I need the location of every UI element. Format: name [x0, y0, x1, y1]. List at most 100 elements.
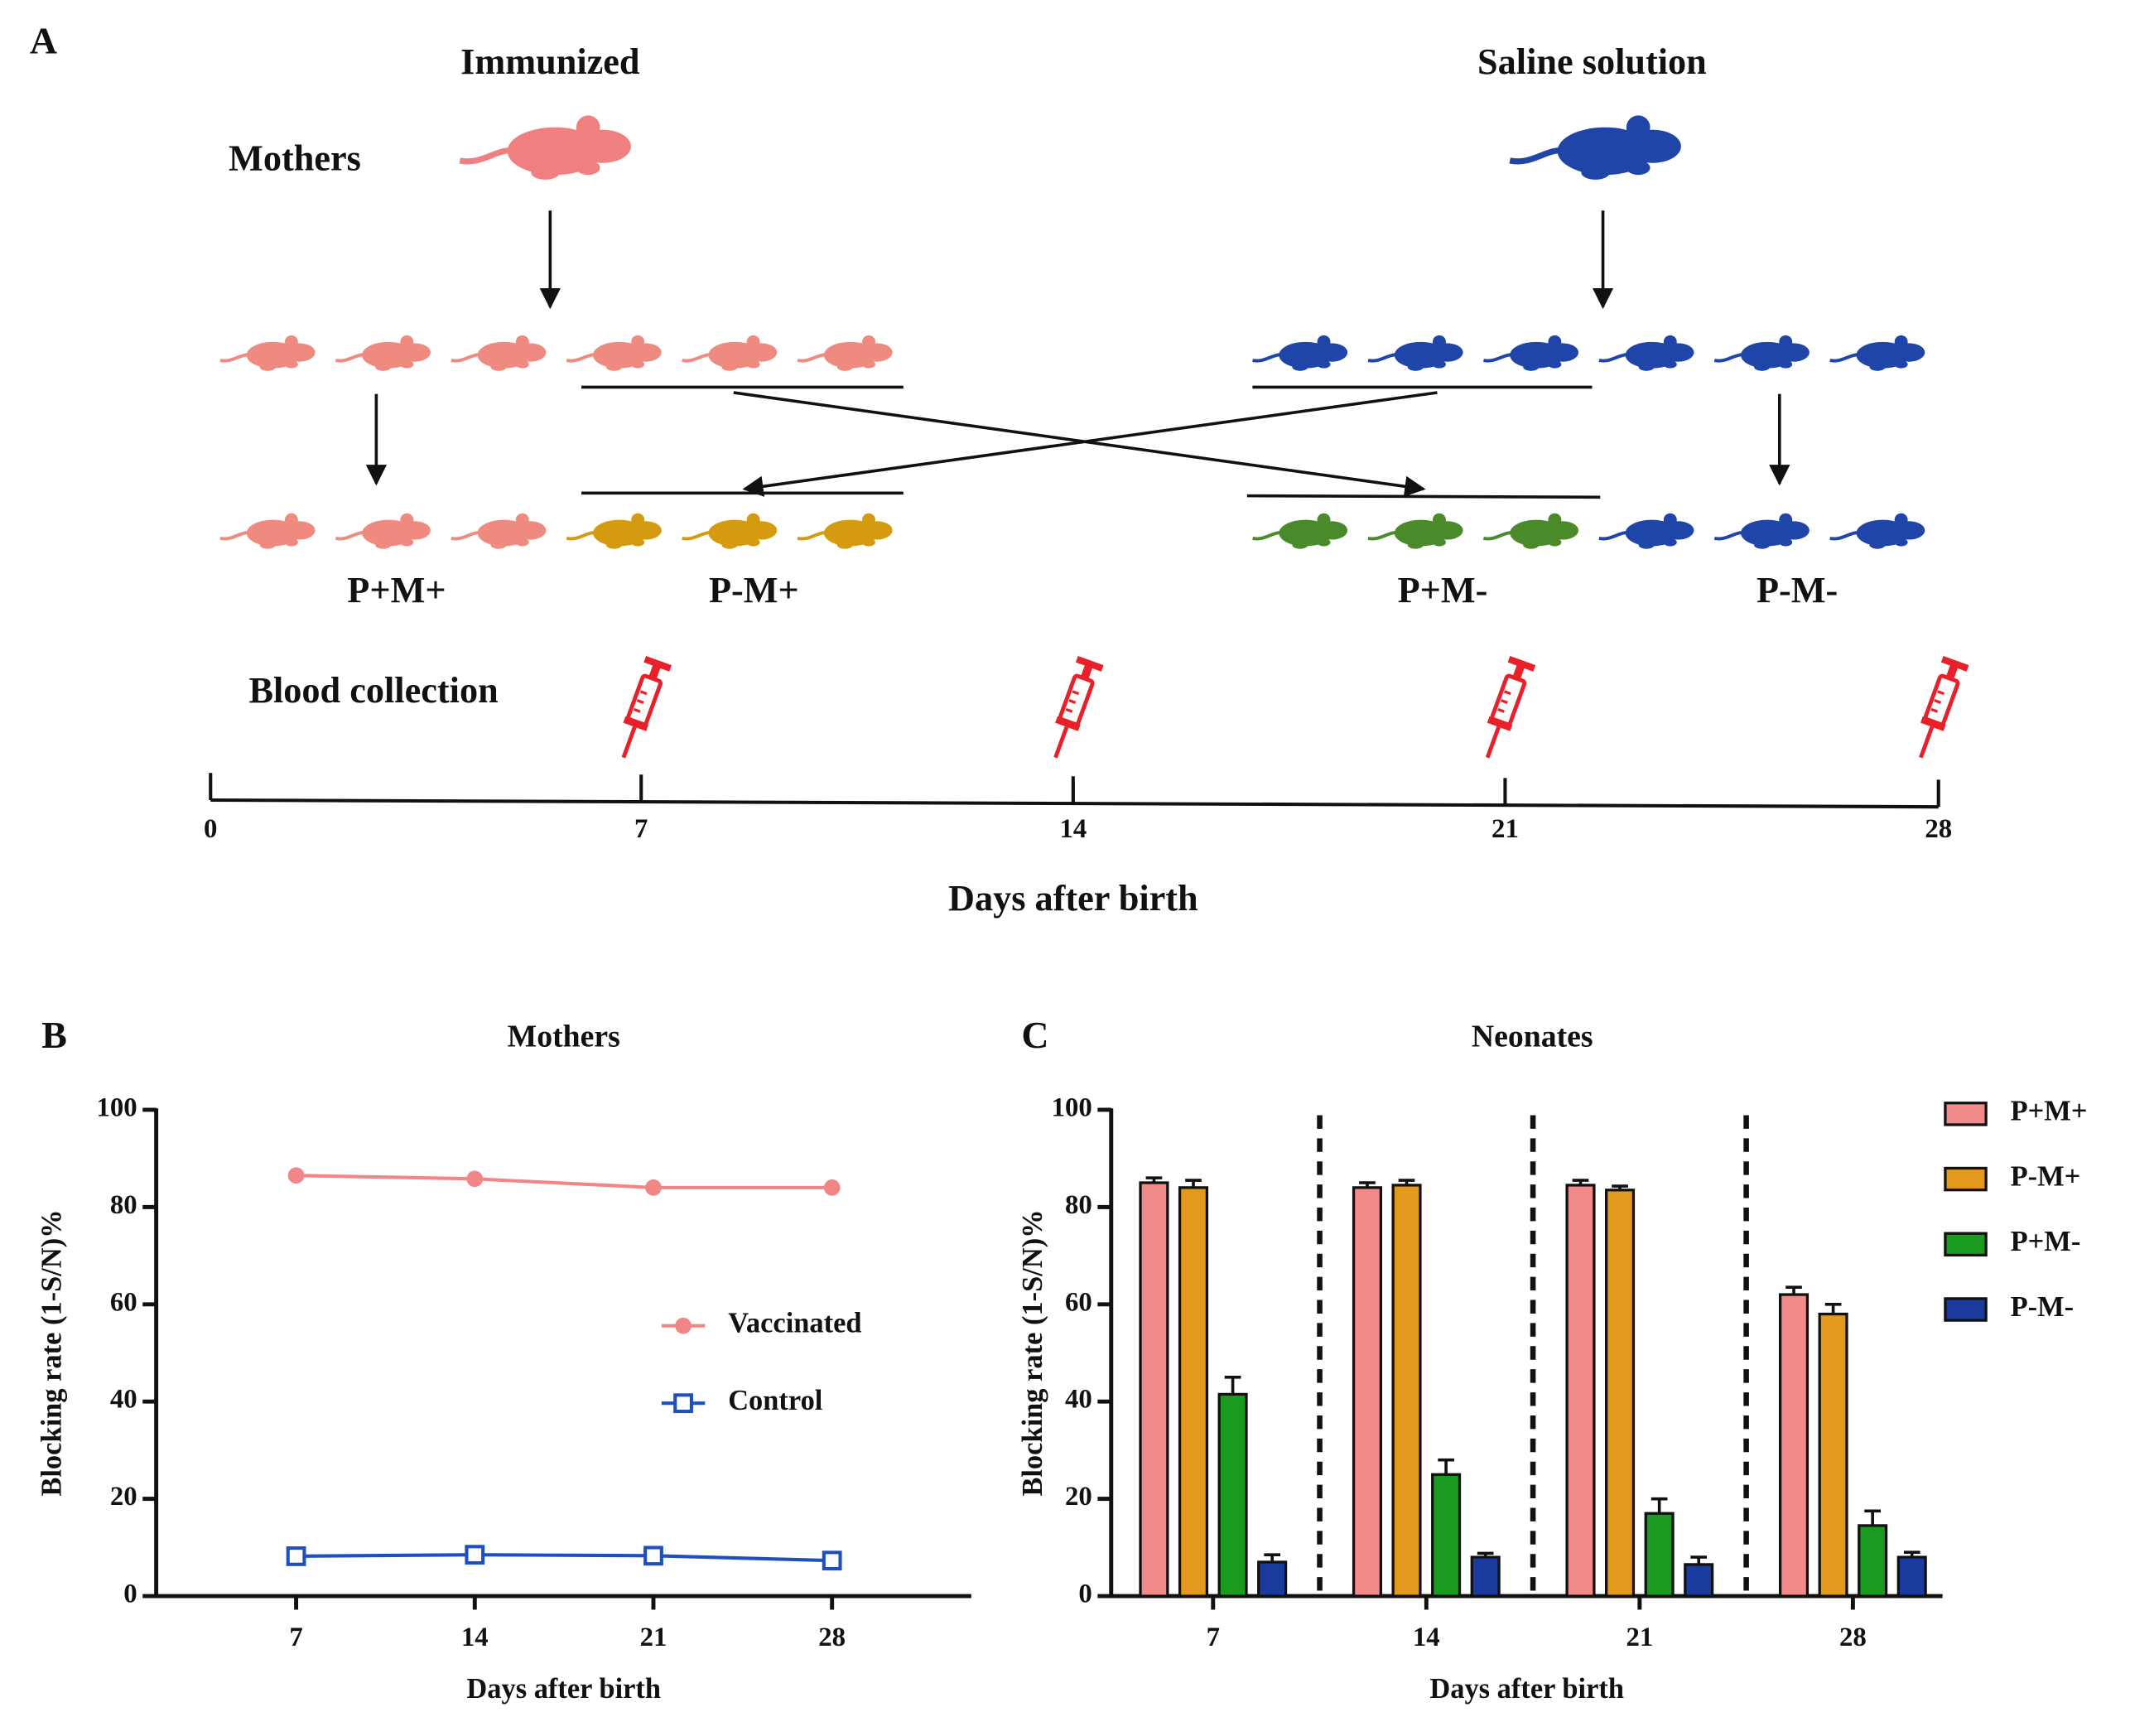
timeline-label: Days after birth [948, 878, 1198, 919]
y-axis-label: Blocking rate (1-S/N)% [1017, 1209, 1048, 1496]
x-tick-label: 7 [289, 1623, 302, 1652]
group-title: Immunized [460, 41, 640, 82]
timeline-tick-label: 28 [1925, 814, 1952, 844]
group-title: Saline solution [1477, 41, 1707, 82]
group-label: P-M+ [709, 570, 799, 610]
syringe [1475, 656, 1535, 762]
y-tick-label: 80 [1065, 1190, 1092, 1220]
bar [1257, 1560, 1288, 1598]
bar [1352, 1186, 1383, 1598]
timeline-tick-label: 21 [1491, 814, 1519, 844]
bar [1778, 1293, 1810, 1598]
pup-mouse [1251, 511, 1350, 551]
y-tick-label: 20 [110, 1482, 137, 1512]
y-axis-label: Blocking rate (1-S/N)% [36, 1209, 68, 1496]
pup-mouse [796, 333, 894, 373]
bar [1818, 1312, 1848, 1598]
pup-mouse [565, 333, 663, 373]
arrow [733, 391, 1426, 497]
pup-mouse [1366, 333, 1465, 373]
y-tick-label: 60 [110, 1287, 137, 1317]
legend-label: P+M- [2011, 1226, 2081, 1257]
error-bar [1824, 1302, 1842, 1314]
error-bar [1145, 1176, 1163, 1184]
point [643, 1546, 663, 1566]
group-label: P+M- [1398, 570, 1488, 610]
pup-mouse [1713, 333, 1811, 373]
mother-mouse [460, 115, 631, 179]
group-label: P+M+ [347, 570, 446, 610]
timeline: 0 7 14 21 28 [204, 656, 1969, 844]
mother-mouse [1510, 115, 1681, 179]
point [286, 1546, 306, 1566]
error-bar [1264, 1553, 1280, 1562]
x-tick-label: 14 [461, 1623, 489, 1652]
row-label: Blood collection [248, 670, 498, 711]
pup-mouse [1251, 333, 1350, 373]
pup-mouse [1828, 333, 1927, 373]
legend-marker [675, 1317, 692, 1334]
y-tick-label: 60 [1065, 1287, 1092, 1317]
legend-label: P-M+ [2011, 1160, 2081, 1192]
timeline-axis [210, 798, 1939, 809]
error-bar [1572, 1179, 1589, 1185]
pup-mouse [1482, 333, 1581, 373]
pup-mouse [1713, 511, 1811, 551]
error-bar [1690, 1555, 1708, 1565]
timeline-tick-label: 0 [204, 814, 217, 844]
panel-letter: B [41, 1014, 67, 1056]
bar [1605, 1189, 1636, 1598]
y-tick-label: 100 [96, 1092, 137, 1122]
legend-label: Control [728, 1385, 822, 1416]
x-axis-label: Days after birth [466, 1673, 661, 1705]
error-bar [1359, 1181, 1376, 1188]
pup-mouse [334, 333, 432, 373]
pup-mouse [218, 333, 317, 373]
x-tick-label: 21 [1626, 1623, 1653, 1652]
pup-mouse [565, 511, 663, 551]
bar [1139, 1181, 1169, 1598]
x-tick-label: 28 [818, 1623, 846, 1652]
pup-mouse [218, 511, 317, 551]
x-tick-label: 7 [1207, 1623, 1220, 1652]
group-label: P-M- [1757, 570, 1838, 610]
pup-mouse [1828, 511, 1927, 551]
point [465, 1545, 485, 1565]
y-tick-label: 0 [123, 1579, 137, 1609]
y-tick-label: 40 [110, 1385, 137, 1415]
error-bar [1438, 1458, 1454, 1475]
error-bar [1651, 1497, 1668, 1514]
bar [1858, 1524, 1888, 1598]
series-line [296, 1174, 832, 1189]
bar [1684, 1563, 1714, 1598]
legend-label: P-M- [2011, 1291, 2074, 1323]
y-tick-label: 20 [1065, 1482, 1092, 1512]
pup-mouse [449, 333, 548, 373]
bar [1431, 1473, 1462, 1598]
panel-letter: C [1021, 1014, 1048, 1056]
bar [1391, 1184, 1422, 1598]
legend-swatch [1944, 1232, 1988, 1257]
error-bar [1903, 1550, 1920, 1558]
bar [1565, 1184, 1596, 1598]
bar [1217, 1392, 1248, 1598]
error-bar [1477, 1551, 1494, 1558]
point [645, 1179, 662, 1196]
error-bar [1612, 1184, 1628, 1190]
arrows [365, 210, 1790, 499]
pup-mouse [1482, 511, 1581, 551]
timeline-tick-label: 7 [634, 814, 648, 844]
legend-label: Vaccinated [728, 1308, 861, 1339]
legend-swatch [1944, 1297, 1988, 1322]
legend-swatch [1944, 1166, 1988, 1192]
error-bar [1864, 1509, 1882, 1526]
syringe [1908, 656, 1969, 762]
timeline-tick-label: 14 [1059, 814, 1087, 844]
legend-label: P+M+ [2011, 1096, 2088, 1127]
legend-swatch [1944, 1102, 1988, 1126]
error-bar [1785, 1285, 1802, 1295]
y-tick-label: 100 [1052, 1092, 1092, 1122]
x-axis-label: Days after birth [1429, 1673, 1624, 1705]
pup-mouse [796, 511, 894, 551]
